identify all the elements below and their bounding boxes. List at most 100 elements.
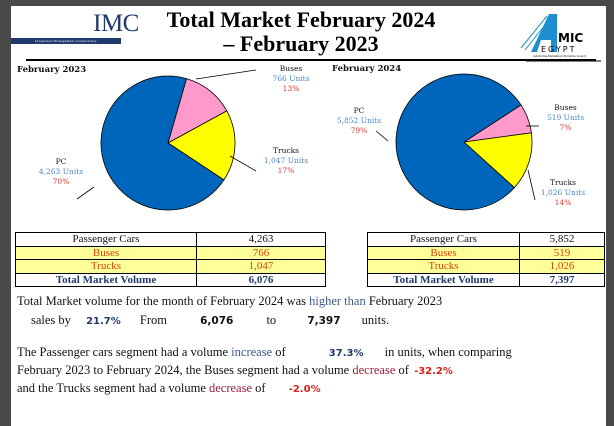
table-2024: Passenger Cars 5,852 Buses 519 Trucks 1,026… bbox=[367, 232, 605, 287]
label-percent: 70% bbox=[52, 177, 70, 186]
pie-2023-title: February 2023 bbox=[17, 65, 87, 75]
cell-label: Buses bbox=[367, 245, 520, 260]
pie-chart-2023 bbox=[76, 69, 539, 211]
leader-line-pc bbox=[375, 130, 389, 142]
report-page: IMC Integrated Management Consultancy · … bbox=[11, 6, 606, 426]
text: of bbox=[275, 345, 286, 359]
label-name: PC bbox=[55, 157, 67, 166]
label-name: Trucks bbox=[549, 178, 576, 187]
text: of bbox=[255, 381, 266, 395]
leader-line-pc bbox=[76, 186, 95, 200]
table-row: Buses 766 bbox=[15, 245, 326, 260]
text: From bbox=[139, 313, 167, 327]
trend-text: higher than bbox=[309, 294, 366, 308]
text: February 2023 bbox=[368, 294, 443, 308]
table-row: Buses 519 bbox=[367, 245, 605, 260]
table-row: Passenger Cars 4,263 bbox=[15, 232, 326, 247]
label-units: 1,047 Units bbox=[263, 156, 309, 165]
text: in units, when comparing bbox=[384, 345, 512, 359]
svg-text:EGYPT: EGYPT bbox=[541, 45, 576, 54]
pie-2024-title: February 2024 bbox=[332, 64, 402, 74]
text: units. bbox=[361, 313, 390, 327]
cell-value: 7,397 bbox=[519, 272, 605, 287]
pie-slice-pc bbox=[395, 73, 522, 211]
label-percent: 17% bbox=[277, 166, 295, 175]
growth-percent: 21.7% bbox=[86, 316, 121, 327]
summary-line-1: Total Market volume for the month of Feb… bbox=[17, 292, 442, 310]
text: Total Market volume for the month of Feb… bbox=[17, 294, 306, 308]
pie-2023-label-pc: PC 4,263 Units 70% bbox=[31, 157, 91, 187]
to-value: 7,397 bbox=[307, 315, 341, 327]
segment-line-3: and the Trucks segment had a volume decr… bbox=[17, 379, 321, 399]
pie-2024-label-buses: Buses 519 Units 7% bbox=[538, 103, 593, 133]
label-name: Buses bbox=[554, 103, 577, 112]
cell-label: Trucks bbox=[15, 259, 197, 274]
trend-text: increase bbox=[231, 345, 273, 359]
title-line-1: Total Market February 2024 bbox=[166, 7, 436, 32]
label-percent: 79% bbox=[350, 126, 368, 135]
svg-text:MIC: MIC bbox=[558, 31, 583, 45]
label-units: 766 Units bbox=[272, 74, 310, 83]
table-2023: Passenger Cars 4,263 Buses 766 Trucks 1,047… bbox=[15, 232, 326, 287]
text: and the Trucks segment had a volume bbox=[17, 381, 206, 395]
cell-value: 766 bbox=[196, 245, 326, 260]
cell-value: 4,263 bbox=[196, 232, 326, 247]
text: of bbox=[398, 363, 409, 377]
segment-line-1: The Passenger cars segment had a volume … bbox=[17, 343, 512, 363]
table-row: Trucks 1,026 bbox=[367, 259, 605, 274]
pie-2023-label-buses: Buses 766 Units 13% bbox=[261, 64, 321, 94]
text: sales by bbox=[31, 313, 71, 327]
trend-text: decrease bbox=[352, 363, 396, 377]
imc-subtitle: Integrated Management Consultancy bbox=[11, 38, 121, 44]
label-name: Trucks bbox=[272, 146, 299, 155]
cell-value: 6,076 bbox=[196, 272, 326, 287]
summary-line-2: sales by 21.7% From 6,076 to 7,397 units… bbox=[31, 311, 389, 331]
title-line-2: – February 2023 bbox=[223, 31, 379, 56]
cell-label: Buses bbox=[15, 245, 197, 260]
text: The Passenger cars segment had a volume bbox=[17, 345, 229, 359]
title-divider bbox=[26, 59, 596, 61]
cell-label: Passenger Cars bbox=[367, 232, 520, 247]
pie-2024-label-trucks: Trucks 1,026 Units 14% bbox=[533, 178, 593, 208]
table-row: Trucks 1,047 bbox=[15, 259, 326, 274]
leader-line-trucks bbox=[229, 155, 257, 172]
svg-text:Automotive Marketing Informati: Automotive Marketing Information Council bbox=[533, 54, 586, 58]
pie-slice-pc bbox=[100, 75, 225, 211]
label-name: PC bbox=[353, 106, 365, 115]
from-value: 6,076 bbox=[200, 315, 234, 327]
imc-tagline: · · · bbox=[64, 45, 68, 49]
pie-slice-trucks bbox=[167, 110, 236, 181]
table-row: Passenger Cars 5,852 bbox=[367, 232, 605, 247]
bus-change-percent: -32.2% bbox=[414, 366, 453, 377]
pc-change-percent: 37.3% bbox=[328, 348, 364, 359]
cell-value: 5,852 bbox=[519, 232, 605, 247]
amic-egypt-logo: MIC EGYPT Automotive Marketing Informati… bbox=[520, 14, 601, 62]
cell-label: Total Market Volume bbox=[15, 272, 197, 287]
cell-label: Passenger Cars bbox=[15, 232, 197, 247]
label-units: 5,852 Units bbox=[336, 116, 382, 125]
imc-logo: IMC bbox=[93, 10, 139, 37]
segment-line-2: February 2023 to February 2024, the Buse… bbox=[17, 361, 453, 381]
label-percent: 13% bbox=[282, 84, 300, 93]
truck-change-percent: -2.0% bbox=[288, 384, 321, 395]
cell-value: 1,047 bbox=[196, 259, 326, 274]
pie-2023-label-trucks: Trucks 1,047 Units 17% bbox=[256, 146, 316, 176]
page-title: Total Market February 2024 – February 20… bbox=[131, 8, 471, 56]
cell-value: 519 bbox=[519, 245, 605, 260]
label-units: 1,026 Units bbox=[540, 188, 586, 197]
cell-label: Trucks bbox=[367, 259, 520, 274]
trend-text: decrease bbox=[209, 381, 253, 395]
label-units: 4,263 Units bbox=[38, 167, 84, 176]
label-name: Buses bbox=[279, 64, 303, 73]
table-row: Total Market Volume 7,397 bbox=[367, 272, 605, 287]
text: February 2023 to February 2024, the Buse… bbox=[17, 363, 350, 377]
pie-2024-label-pc: PC 5,852 Units 79% bbox=[329, 106, 389, 136]
cell-label: Total Market Volume bbox=[367, 272, 520, 287]
label-percent: 7% bbox=[559, 123, 572, 132]
leader-line-buses bbox=[195, 69, 257, 80]
text: to bbox=[266, 313, 277, 327]
cell-value: 1,026 bbox=[519, 259, 605, 274]
table-row: Total Market Volume 6,076 bbox=[15, 272, 326, 287]
label-units: 519 Units bbox=[546, 113, 585, 122]
leader-line-trucks bbox=[527, 169, 536, 201]
